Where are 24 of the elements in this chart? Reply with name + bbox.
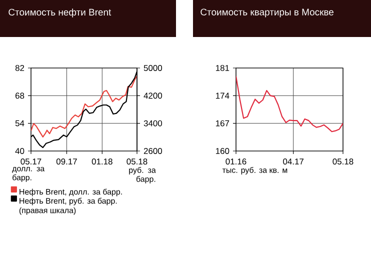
chart-title: Стоимость квартиры в Москве: [200, 8, 334, 18]
x-tick-label: 05.18: [126, 158, 148, 165]
y2-tick-label: 2600: [144, 148, 162, 154]
y-tick-label: 54: [15, 120, 24, 126]
y2-tick-label: 3400: [144, 120, 162, 126]
y-tick-label: 174: [216, 92, 230, 99]
x-tick-label: 01.16: [226, 158, 246, 165]
y-tick-label: 167: [216, 120, 230, 126]
x-tick-label: 04.17: [283, 158, 304, 165]
x-tick-label: 05.18: [332, 158, 354, 165]
line-series: [31, 70, 138, 148]
line-series: [31, 75, 138, 138]
y2-tick-label: 5000: [144, 65, 162, 71]
y2-tick-label: 4200: [144, 92, 162, 99]
x-tick-label: 01.18: [92, 158, 112, 165]
x-tick-label: 09.17: [56, 158, 77, 165]
y-tick-label: 82: [15, 65, 24, 71]
y-tick-label: 181: [216, 65, 230, 71]
y-tick-label: 160: [216, 148, 230, 154]
chart-title: Стоимость нефти Brent: [8, 8, 112, 18]
y-tick-label: 40: [15, 148, 24, 154]
x-tick-label: 05.17: [20, 158, 42, 165]
line-series: [236, 76, 344, 132]
y-tick-label: 68: [16, 92, 24, 99]
